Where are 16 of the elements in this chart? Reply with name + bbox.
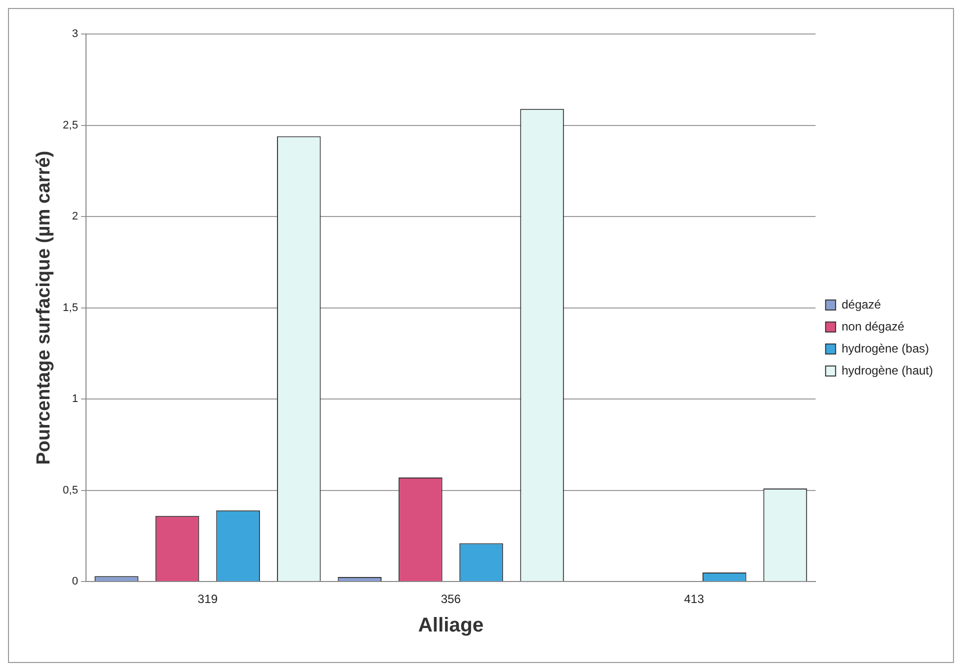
- x-tick-label: 413: [684, 592, 704, 606]
- y-tick-label: 0,5: [62, 484, 78, 496]
- x-tick-label: 356: [440, 592, 462, 606]
- y-tick-label: 2,5: [62, 119, 78, 132]
- y-tick-label: 1: [72, 393, 78, 406]
- y-tick-label: 2: [72, 210, 78, 223]
- legend-label: hydrogène (bas): [842, 341, 929, 356]
- legend-label: hydrogène (haut): [842, 363, 934, 378]
- x-tick-label: 319: [198, 592, 218, 606]
- x-axis-title: Alliage: [418, 614, 484, 637]
- y-axis-title: Pourcentage surfacique (µm carré): [34, 150, 55, 465]
- y-tick-label: 0: [72, 576, 78, 588]
- y-tick-label: 3: [72, 28, 78, 40]
- y-tick-label: 1,5: [62, 302, 78, 314]
- legend-label: non dégazé: [842, 319, 905, 334]
- legend-label: dégazé: [842, 297, 882, 312]
